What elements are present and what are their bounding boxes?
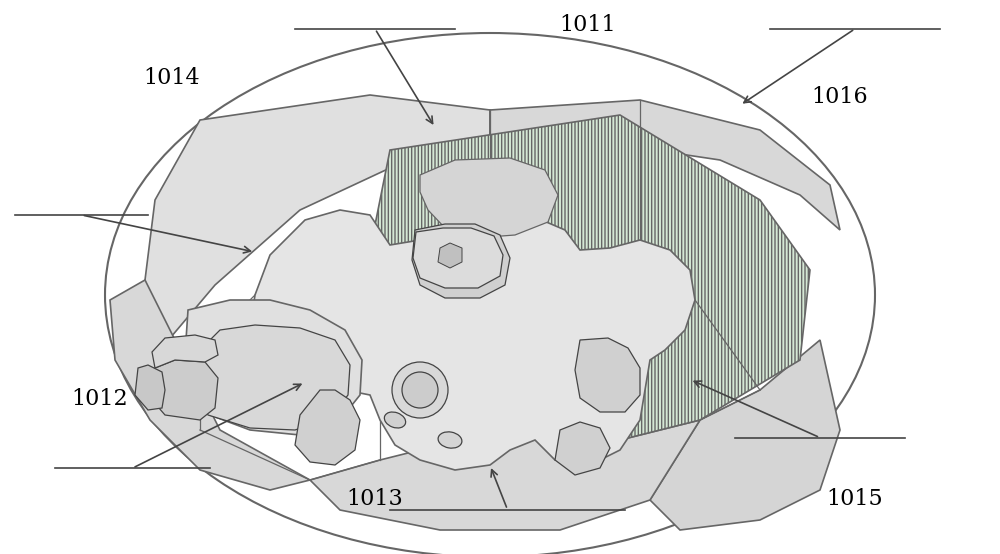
Polygon shape (575, 338, 640, 412)
Ellipse shape (384, 412, 406, 428)
Polygon shape (420, 158, 558, 238)
Polygon shape (413, 228, 503, 288)
Polygon shape (438, 243, 462, 268)
Text: 1015: 1015 (827, 488, 883, 510)
Text: 1014: 1014 (144, 66, 200, 89)
Polygon shape (152, 360, 218, 420)
Ellipse shape (105, 33, 875, 554)
Polygon shape (490, 100, 840, 230)
Polygon shape (650, 340, 840, 530)
Polygon shape (370, 115, 810, 445)
Polygon shape (110, 280, 310, 490)
Circle shape (402, 372, 438, 408)
Polygon shape (295, 390, 360, 465)
Polygon shape (185, 300, 362, 435)
Text: 1016: 1016 (812, 86, 868, 108)
Polygon shape (252, 210, 695, 470)
Polygon shape (412, 224, 510, 298)
Ellipse shape (438, 432, 462, 448)
Polygon shape (135, 365, 165, 410)
Polygon shape (145, 95, 490, 350)
Polygon shape (310, 420, 700, 530)
Polygon shape (192, 325, 350, 430)
Polygon shape (555, 422, 610, 475)
Text: 1011: 1011 (560, 14, 616, 37)
Text: 1013: 1013 (347, 488, 403, 510)
Text: 1012: 1012 (72, 388, 128, 410)
Circle shape (392, 362, 448, 418)
Polygon shape (152, 335, 218, 368)
